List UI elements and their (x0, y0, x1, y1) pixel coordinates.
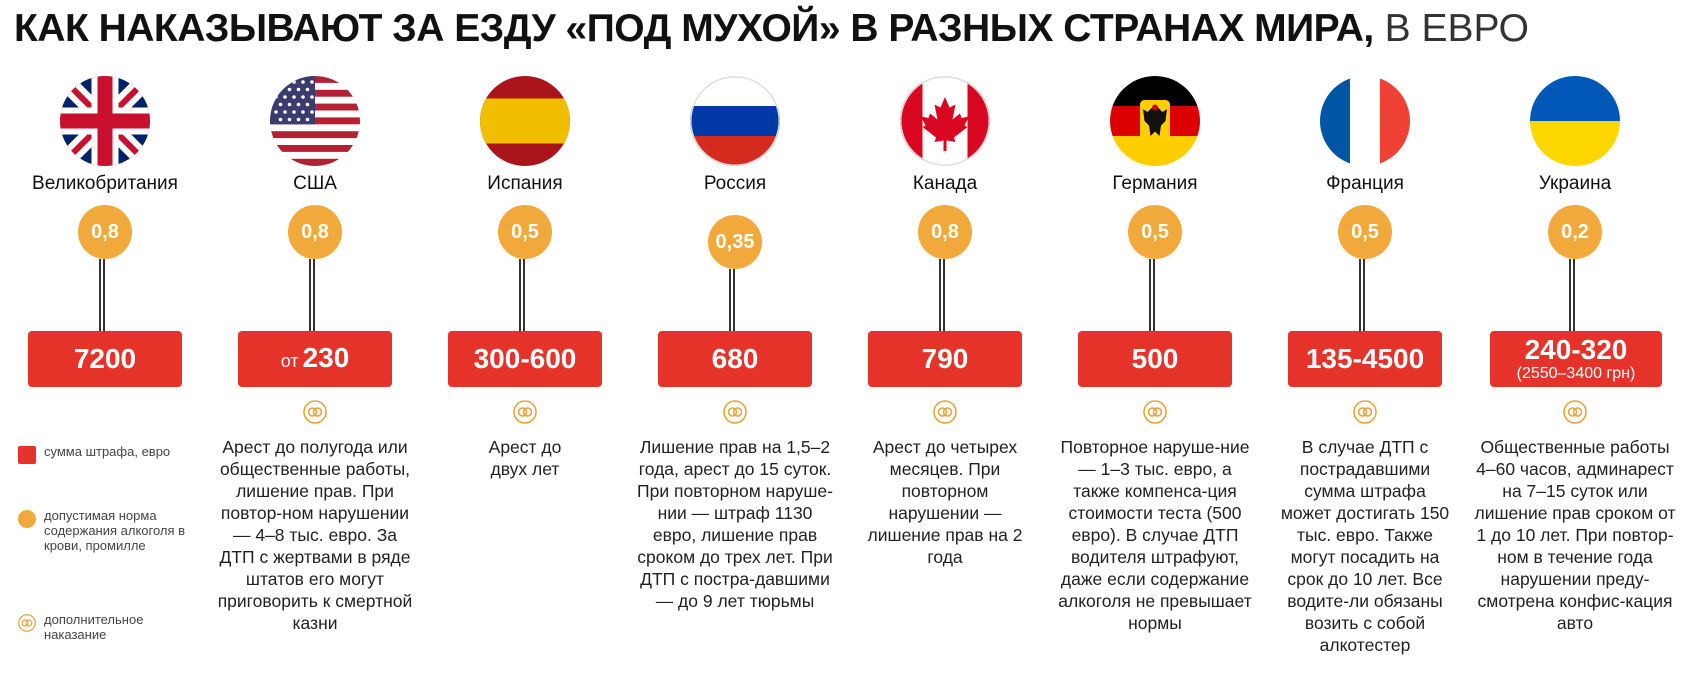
country-column-france: Франция 0,5 135-4500 В случае ДТП с пост… (1260, 0, 1470, 697)
connector (1149, 259, 1155, 331)
russia-flag-icon (690, 76, 780, 166)
extra-penalty: Арест до двух лет (488, 437, 562, 479)
country-name: Россия (703, 173, 767, 194)
bac-dot-icon (18, 510, 36, 528)
legend-extra-label: дополнительное наказание (44, 612, 144, 642)
fine-value: 680 (711, 343, 759, 374)
country-name: США (293, 173, 337, 194)
fine-box: 300-600 (448, 331, 602, 387)
bac-value: 0,5 (1338, 205, 1392, 259)
rings-icon (723, 400, 747, 424)
fine-value: 240-320 (1524, 334, 1628, 365)
bac-value: 0,8 (288, 205, 342, 259)
country-column-canada: Канада 0,8 790 Арест до четырех месяцев.… (840, 0, 1050, 697)
rings-icon (513, 400, 537, 424)
bac-value: 0,2 (1548, 205, 1602, 259)
bac-value: 0,35 (708, 215, 762, 269)
country-name: Канада (912, 173, 978, 194)
title-unit: В ЕВРО (1384, 7, 1529, 50)
legend-fine-label: сумма штрафа, евро (44, 444, 171, 459)
title-main: КАК НАКАЗЫВАЮТ ЗА ЕЗДУ «ПОД МУХОЙ» В РАЗ… (14, 7, 1374, 50)
connector (729, 269, 735, 331)
fine-box: от 230 (238, 331, 392, 387)
ukraine-flag-icon (1530, 76, 1620, 166)
country-name: Великобритания (32, 173, 178, 194)
uk-flag-icon (60, 76, 150, 166)
connector (939, 259, 945, 331)
extra-penalty: Общественные работы 4–60 часов, админаре… (1474, 437, 1676, 633)
france-flag-icon (1320, 76, 1410, 166)
rings-icon (18, 614, 36, 632)
germany-flag-icon (1110, 76, 1200, 166)
country-column-uk: Великобритания 0,8 7200 (0, 0, 210, 697)
bac-value: 0,5 (498, 205, 552, 259)
extra-penalty: Арест до четырех месяцев. При повторном … (867, 437, 1023, 567)
page-title: КАК НАКАЗЫВАЮТ ЗА ЕЗДУ «ПОД МУХОЙ» В РАЗ… (14, 6, 1529, 52)
country-column-germany: Германия 0,5 500 Повторное наруше-ние — … (1050, 0, 1260, 697)
connector (1359, 259, 1365, 331)
bac-value: 0,8 (78, 205, 132, 259)
canada-flag-icon (900, 76, 990, 166)
country-column-usa: США 0,8 от 230 Арест до полугода или обще… (210, 0, 420, 697)
connector (99, 259, 105, 331)
fine-box: 680 (658, 331, 812, 387)
rings-icon (303, 400, 327, 424)
bac-value: 0,5 (1128, 205, 1182, 259)
fine-box: 790 (868, 331, 1022, 387)
country-name: Испания (487, 173, 563, 194)
fine-square-icon (18, 446, 36, 464)
country-column-ukraine: Украина 0,2 240-320 (2550–3400 грн) Обще… (1470, 0, 1680, 697)
rings-icon (933, 400, 957, 424)
fine-box: 135-4500 (1288, 331, 1442, 387)
connector (1569, 259, 1575, 331)
fine-value: 7200 (73, 343, 137, 374)
extra-penalty: Повторное наруше-ние — 1–3 тыс. евро, а … (1058, 437, 1252, 633)
country-column-spain: Испания 0,5 300-600 Арест до двух лет (420, 0, 630, 697)
fine-box: 7200 (28, 331, 182, 387)
connector (519, 259, 525, 331)
connector (309, 259, 315, 331)
bac-value: 0,8 (918, 205, 972, 259)
extra-penalty: Лишение прав на 1,5–2 года, арест до 15 … (637, 437, 833, 611)
fine-value: 500 (1131, 343, 1179, 374)
country-column-russia: Россия 0,35 680 Лишение прав на 1,5–2 го… (630, 0, 840, 697)
fine-prefix: от (280, 350, 299, 371)
fine-value: 230 (302, 341, 350, 373)
fine-value: 300-600 (473, 343, 577, 374)
fine-box: 500 (1078, 331, 1232, 387)
extra-penalty: В случае ДТП с пострадавшими сумма штраф… (1280, 437, 1450, 655)
rings-icon (1563, 400, 1587, 424)
usa-flag-icon (270, 76, 360, 166)
fine-value: 790 (921, 343, 969, 374)
fine-box: 240-320 (2550–3400 грн) (1490, 331, 1662, 387)
spain-flag-icon (480, 76, 570, 166)
country-name: Германия (1112, 173, 1198, 194)
rings-icon (1353, 400, 1377, 424)
legend-bac-label: допустимая норма содержания алкоголя в к… (44, 508, 186, 553)
fine-value: 135-4500 (1305, 343, 1425, 374)
extra-penalty: Арест до полугода или общественные работ… (217, 437, 413, 633)
country-name: Украина (1538, 173, 1612, 194)
country-name: Франция (1326, 173, 1404, 194)
rings-icon (1143, 400, 1167, 424)
fine-local-currency: (2550–3400 грн) (1516, 365, 1636, 382)
